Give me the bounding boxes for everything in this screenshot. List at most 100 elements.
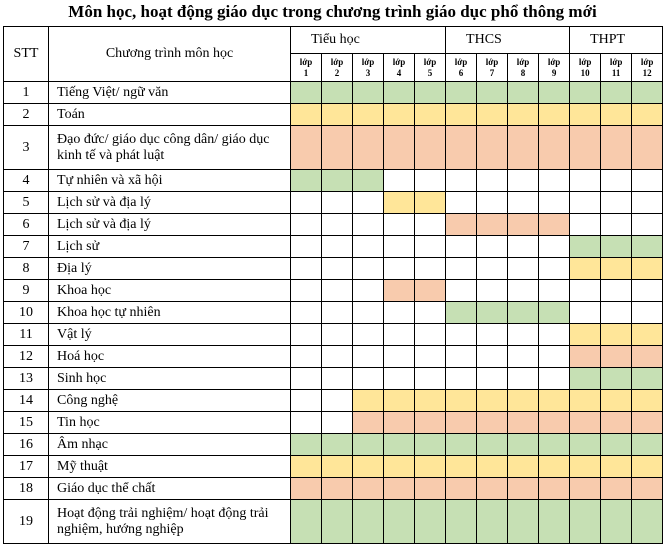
subject: Toán bbox=[48, 103, 291, 126]
grade-cell bbox=[383, 191, 415, 214]
grade-cell bbox=[569, 367, 602, 390]
subject-row: 10 Khoa học tự nhiên bbox=[3, 301, 664, 324]
grade-cell bbox=[476, 213, 509, 236]
grade-cell bbox=[321, 411, 353, 434]
subject: Giáo dục thể chất bbox=[48, 477, 291, 500]
grade-cell bbox=[538, 323, 571, 346]
stt: 13 bbox=[3, 367, 49, 390]
grade-cell bbox=[476, 125, 509, 170]
grade-cell bbox=[445, 499, 478, 544]
subject-row: 14 Công nghệ bbox=[3, 389, 664, 412]
grade-cell bbox=[538, 389, 571, 412]
grade-cell bbox=[352, 301, 384, 324]
grade-cell bbox=[445, 367, 478, 390]
grade-header: lớp 7 bbox=[476, 53, 509, 82]
grade-cell bbox=[538, 499, 571, 544]
grade-cell bbox=[383, 367, 415, 390]
grade-cell bbox=[600, 389, 633, 412]
grade-cell bbox=[290, 103, 322, 126]
grade-cell bbox=[413, 257, 447, 280]
grade-cell bbox=[631, 345, 664, 368]
grade-cell bbox=[383, 103, 415, 126]
grade-cell bbox=[631, 191, 664, 214]
grade-cell bbox=[600, 125, 633, 170]
grade-cell bbox=[569, 411, 602, 434]
grade-cell bbox=[507, 411, 540, 434]
subject-row: 16 Âm nhạc bbox=[3, 433, 664, 456]
grade-cell bbox=[290, 367, 322, 390]
grade-cell bbox=[383, 257, 415, 280]
grade-cell bbox=[569, 345, 602, 368]
grade-cell bbox=[507, 345, 540, 368]
grade-cell bbox=[445, 389, 478, 412]
grade-header: lớp 11 bbox=[600, 53, 633, 82]
grade-cell bbox=[413, 455, 447, 478]
stt: 4 bbox=[3, 169, 49, 192]
grade-cell bbox=[413, 125, 447, 170]
grade-cell bbox=[352, 213, 384, 236]
subject: Khoa học bbox=[48, 279, 291, 302]
grade-cell bbox=[445, 323, 478, 346]
grade-cell bbox=[383, 213, 415, 236]
grade-cell bbox=[507, 433, 540, 456]
grade-cell bbox=[476, 323, 509, 346]
grade-header: lớp 8 bbox=[507, 53, 540, 82]
grade-cell bbox=[352, 103, 384, 126]
grade-cell bbox=[383, 235, 415, 258]
grade-cell bbox=[538, 301, 571, 324]
grade-cell bbox=[352, 477, 384, 500]
grade-cell bbox=[290, 389, 322, 412]
grade-cell bbox=[538, 169, 571, 192]
subject: Vật lý bbox=[48, 323, 291, 346]
grade-cell bbox=[476, 81, 509, 104]
grade-cell bbox=[569, 301, 602, 324]
grade-cell bbox=[413, 411, 447, 434]
grade-cell bbox=[538, 191, 571, 214]
grade-header: lớp 6 bbox=[445, 53, 478, 82]
grade-cell bbox=[413, 477, 447, 500]
grade-cell bbox=[445, 213, 478, 236]
grade-cell bbox=[600, 301, 633, 324]
grade-cell bbox=[445, 169, 478, 192]
grade-cell bbox=[507, 477, 540, 500]
grade-cell bbox=[290, 169, 322, 192]
grade-cell bbox=[476, 103, 509, 126]
grade-cell bbox=[352, 455, 384, 478]
grade-cell bbox=[352, 81, 384, 104]
grade-cell bbox=[631, 367, 664, 390]
grade-cell bbox=[569, 103, 602, 126]
subject-row: 3 Đạo đức/ giáo dục công dân/ giáo dục ki… bbox=[3, 125, 664, 170]
grade-cell bbox=[445, 235, 478, 258]
grade-cell bbox=[413, 235, 447, 258]
subject-row: 8 Địa lý bbox=[3, 257, 664, 280]
grade-cell bbox=[445, 81, 478, 104]
stt: 16 bbox=[3, 433, 49, 456]
stt: 2 bbox=[3, 103, 49, 126]
subject: Địa lý bbox=[48, 257, 291, 280]
grade-cell bbox=[290, 455, 322, 478]
subject-row: 18 Giáo dục thể chất bbox=[3, 477, 664, 500]
grade-cell bbox=[321, 477, 353, 500]
grade-cell bbox=[352, 389, 384, 412]
grade-cell bbox=[290, 235, 322, 258]
grade-cell bbox=[445, 477, 478, 500]
grade-cell bbox=[476, 279, 509, 302]
stt: 12 bbox=[3, 345, 49, 368]
grade-cell bbox=[352, 169, 384, 192]
grade-cell bbox=[321, 169, 353, 192]
title: Môn học, hoạt động giáo dục trong chương… bbox=[68, 2, 597, 21]
stt: 19 bbox=[3, 499, 49, 544]
grade-cell bbox=[569, 257, 602, 280]
grade-cell bbox=[507, 367, 540, 390]
grade-cell bbox=[476, 411, 509, 434]
grade-cell bbox=[352, 323, 384, 346]
grade-cell bbox=[631, 499, 664, 544]
grade-cell bbox=[600, 103, 633, 126]
subject-row: 4 Tự nhiên và xã hội bbox=[3, 169, 664, 192]
grade-cell bbox=[413, 345, 447, 368]
grade-cell bbox=[538, 235, 571, 258]
subject: Tự nhiên và xã hội bbox=[48, 169, 291, 192]
grade-cell bbox=[507, 103, 540, 126]
grade-cell bbox=[476, 235, 509, 258]
